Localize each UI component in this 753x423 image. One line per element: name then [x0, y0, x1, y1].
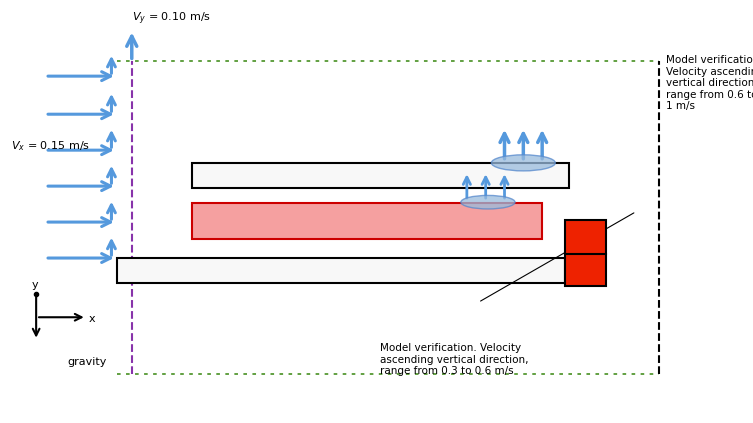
Bar [192, 163, 569, 188]
Bar [192, 203, 542, 239]
Bar [565, 220, 606, 286]
Ellipse shape [491, 155, 555, 171]
Text: x: x [89, 314, 96, 324]
Text: y: y [32, 280, 38, 290]
Text: Model verification. Velocity
ascending vertical direction,
range from 0.3 to 0.6: Model verification. Velocity ascending v… [380, 343, 529, 376]
Text: $V_y$ = 0.10 m/s: $V_y$ = 0.10 m/s [132, 11, 211, 27]
Text: Model verification.
Velocity ascending
vertical direction
range from 0.6 to
1 m/: Model verification. Velocity ascending v… [666, 55, 753, 111]
Text: $V_x$ = 0.15 m/s: $V_x$ = 0.15 m/s [11, 139, 90, 153]
Bar [117, 258, 565, 283]
Text: gravity: gravity [68, 357, 107, 367]
Ellipse shape [461, 195, 515, 209]
